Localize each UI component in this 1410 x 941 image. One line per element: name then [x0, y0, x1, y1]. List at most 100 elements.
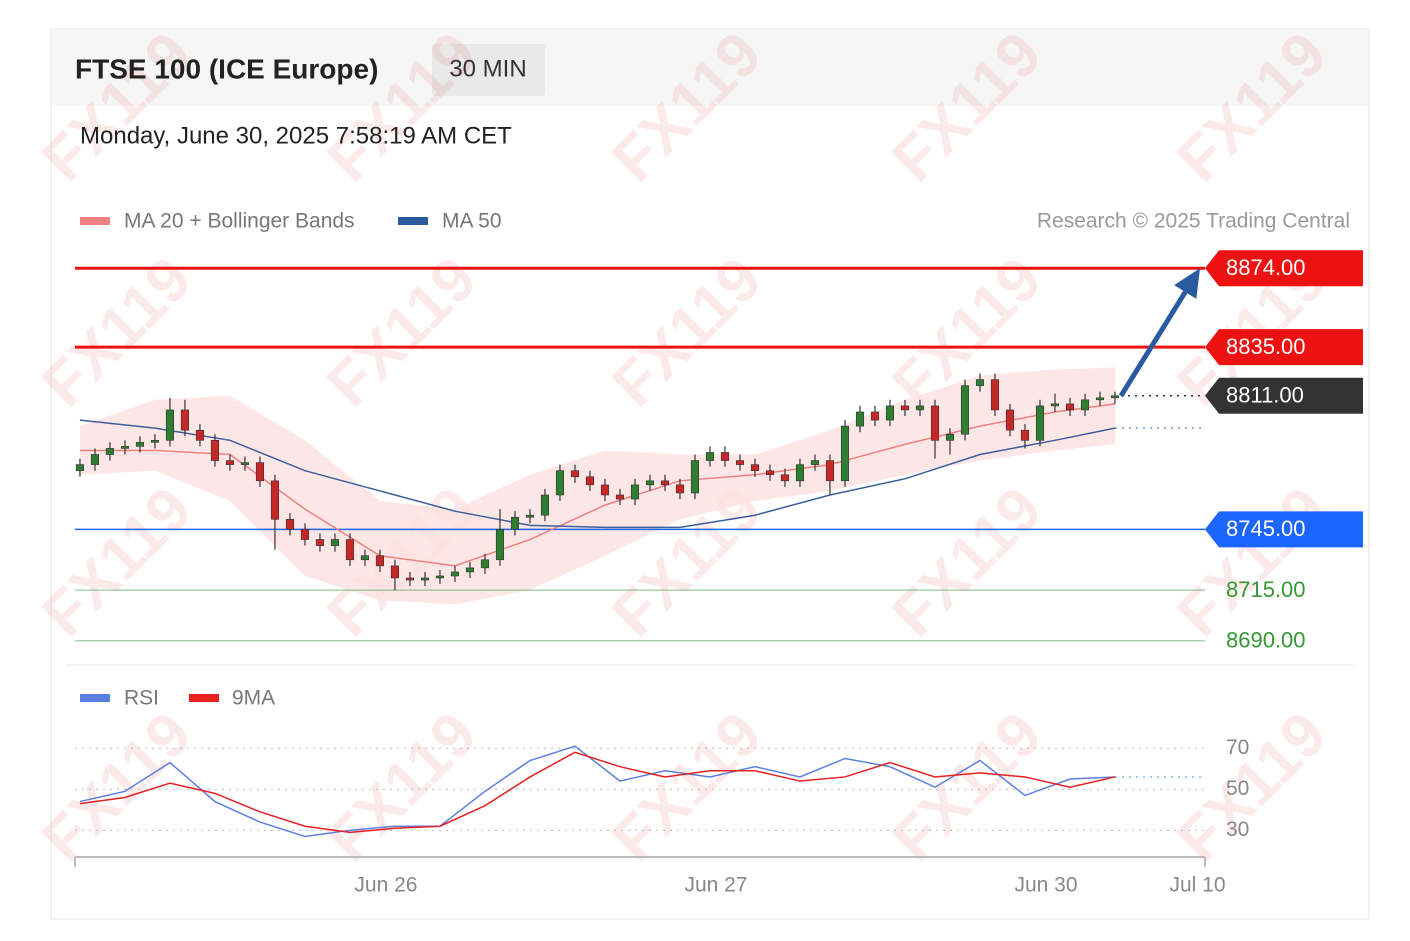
chart-title: FTSE 100 (ICE Europe): [75, 53, 378, 84]
legend-swatch: [80, 694, 110, 702]
candle-body: [1050, 403, 1060, 407]
candle-body: [1035, 405, 1045, 441]
candle-body: [1080, 399, 1090, 411]
rsi-tick-label: 50: [1226, 777, 1249, 800]
level-label: 8715.00: [1226, 577, 1306, 602]
candle-body: [705, 452, 715, 461]
candle-body: [675, 484, 685, 494]
candle-body: [825, 460, 835, 482]
candle-body: [960, 385, 970, 435]
candle-body: [480, 559, 490, 569]
candle-body: [105, 448, 115, 455]
legend-label: MA 20 + Bollinger Bands: [124, 210, 355, 233]
candle-body: [570, 470, 580, 478]
candle-body: [525, 514, 535, 518]
candle-body: [90, 454, 100, 465]
candle-body: [240, 462, 250, 465]
candle-body: [795, 464, 805, 482]
candle-body: [765, 470, 775, 476]
candle-body: [945, 433, 955, 441]
interval-pill: [432, 44, 545, 96]
candle-body: [1095, 397, 1105, 401]
candle-body: [165, 409, 175, 441]
candle-body: [750, 464, 760, 471]
candle-body: [975, 379, 985, 386]
candle-body: [465, 567, 475, 573]
legend-label: 9MA: [232, 687, 275, 710]
rsi-ma9-line: [79, 751, 1116, 834]
candle-body: [405, 577, 415, 581]
candle-body: [75, 464, 85, 471]
level-label: 8835.00: [1226, 334, 1306, 359]
candle-body: [840, 425, 850, 482]
level-tag: [1205, 511, 1363, 548]
candle-body: [420, 577, 430, 581]
candle-body: [255, 462, 265, 482]
candle-body: [330, 539, 340, 546]
candle-body: [690, 460, 700, 494]
candle-body: [540, 494, 550, 516]
rsi-tick-label: 30: [1226, 818, 1249, 841]
candle-body: [225, 460, 235, 465]
x-tick-label: Jun 26: [354, 874, 417, 897]
candle-body: [1005, 409, 1015, 431]
candle-body: [120, 446, 130, 449]
candle-body: [315, 539, 325, 546]
candle-body: [135, 442, 145, 447]
candle-body: [435, 575, 445, 579]
candle-body: [1065, 403, 1075, 411]
rsi-rsi-line: [79, 745, 1116, 838]
x-tick-label: Jun 27: [684, 874, 747, 897]
candle-body: [780, 474, 790, 482]
interval: 30 MIN: [449, 55, 526, 82]
level-label: 8811.00: [1226, 383, 1304, 408]
candle-body: [1110, 395, 1120, 399]
candle-body: [1020, 429, 1030, 441]
level-tag: [1205, 250, 1363, 287]
candle-body: [630, 484, 640, 500]
candle-body: [210, 440, 220, 461]
candle-body: [180, 409, 190, 431]
candle-body: [720, 452, 730, 461]
candle-body: [900, 405, 910, 411]
candle-body: [645, 480, 655, 486]
candle-body: [810, 460, 820, 465]
candle-body: [345, 539, 355, 561]
legend-label: RSI: [124, 687, 159, 710]
candle-body: [375, 555, 385, 567]
legend-label: MA 50: [442, 210, 502, 233]
legend-swatch: [189, 694, 219, 702]
candle-body: [915, 405, 925, 411]
credit: Research © 2025 Trading Central: [1037, 210, 1350, 233]
level-tag: [1205, 329, 1363, 366]
level-label: 8874.00: [1226, 255, 1306, 280]
arrow-head: [1174, 268, 1200, 299]
candle-body: [585, 476, 595, 486]
candle-body: [150, 440, 160, 443]
level-label: 8745.00: [1226, 516, 1306, 541]
candle-body: [390, 565, 400, 579]
candle-body: [615, 494, 625, 500]
arrow-shaft: [1118, 290, 1188, 398]
candle-body: [990, 379, 1000, 411]
candle-body: [270, 480, 280, 520]
candle-body: [510, 516, 520, 530]
candle-body: [855, 411, 865, 427]
x-tick-label: Jul 10: [1169, 874, 1225, 897]
level-tag: [1205, 377, 1363, 414]
candle-body: [360, 555, 370, 561]
rsi-tick-label: 70: [1226, 736, 1249, 759]
level-label: 8690.00: [1226, 628, 1306, 653]
candle-body: [870, 411, 880, 421]
header-band: [52, 30, 1368, 106]
candle-body: [600, 484, 610, 496]
candle-body: [735, 460, 745, 465]
candle-body: [930, 405, 940, 441]
candle-body: [195, 429, 205, 441]
legend-swatch: [80, 217, 110, 225]
candle-body: [450, 571, 460, 577]
ma20-line: [79, 403, 1116, 567]
candle-body: [660, 480, 670, 486]
subtitle: Monday, June 30, 2025 7:58:19 AM CET: [80, 122, 512, 149]
